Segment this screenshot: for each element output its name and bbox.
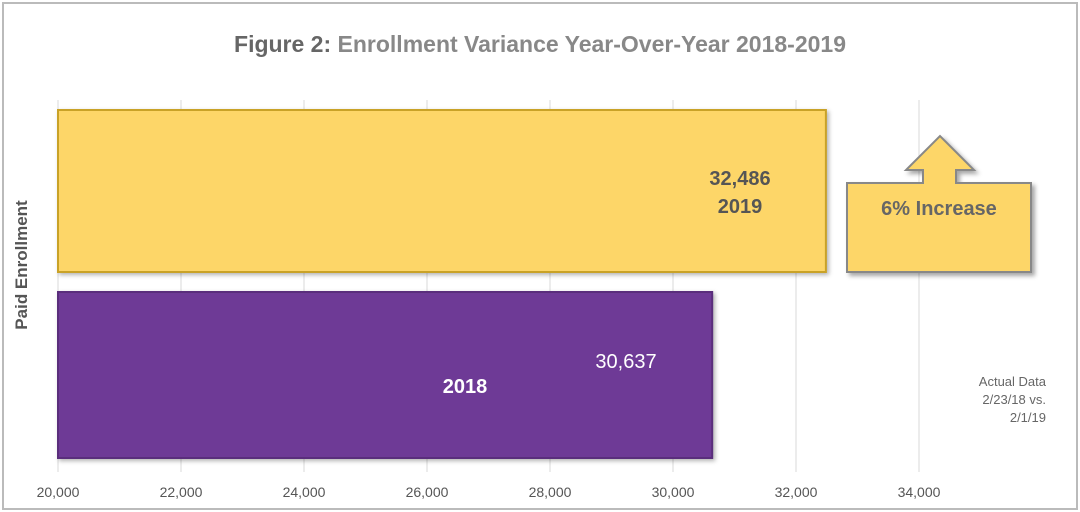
y-axis-label: Paid Enrollment (12, 200, 31, 330)
x-tick-label: 26,000 (406, 484, 449, 500)
x-tick-label: 28,000 (529, 484, 572, 500)
title-text: Enrollment Variance Year-Over-Year 2018-… (338, 31, 846, 57)
x-tick-label: 22,000 (160, 484, 203, 500)
x-tick-label: 34,000 (898, 484, 941, 500)
note-line-2: 2/23/18 vs. (982, 392, 1046, 407)
x-tick-label: 30,000 (652, 484, 695, 500)
bar-2019-category-label: 2019 (718, 196, 763, 218)
title-prefix: Figure 2: (234, 31, 331, 57)
x-tick-label: 32,000 (775, 484, 818, 500)
bar-2019 (57, 109, 827, 273)
data-note: Actual Data 2/23/18 vs. 2/1/19 (979, 374, 1047, 425)
bar-2018-category-label: 2018 (443, 376, 488, 398)
x-tick-label: 20,000 (37, 484, 80, 500)
increase-label: 6% Increase (881, 198, 997, 220)
chart-title: Figure 2: Enrollment Variance Year-Over-… (234, 31, 846, 57)
note-line-3: 2/1/19 (1010, 410, 1046, 425)
x-axis-ticks: 20,000 22,000 24,000 26,000 28,000 30,000 32,0… (37, 484, 941, 500)
bars: 32,486 2019 30,637 2018 (57, 109, 827, 459)
x-tick-label: 24,000 (283, 484, 326, 500)
bar-2018 (57, 291, 714, 459)
note-line-1: Actual Data (979, 374, 1047, 389)
increase-callout: 6% Increase (846, 134, 1032, 273)
bar-2019-value-label: 32,486 (709, 168, 770, 190)
bar-2018-value-label: 30,637 (595, 351, 656, 373)
up-arrow-callout-icon (846, 134, 1032, 273)
